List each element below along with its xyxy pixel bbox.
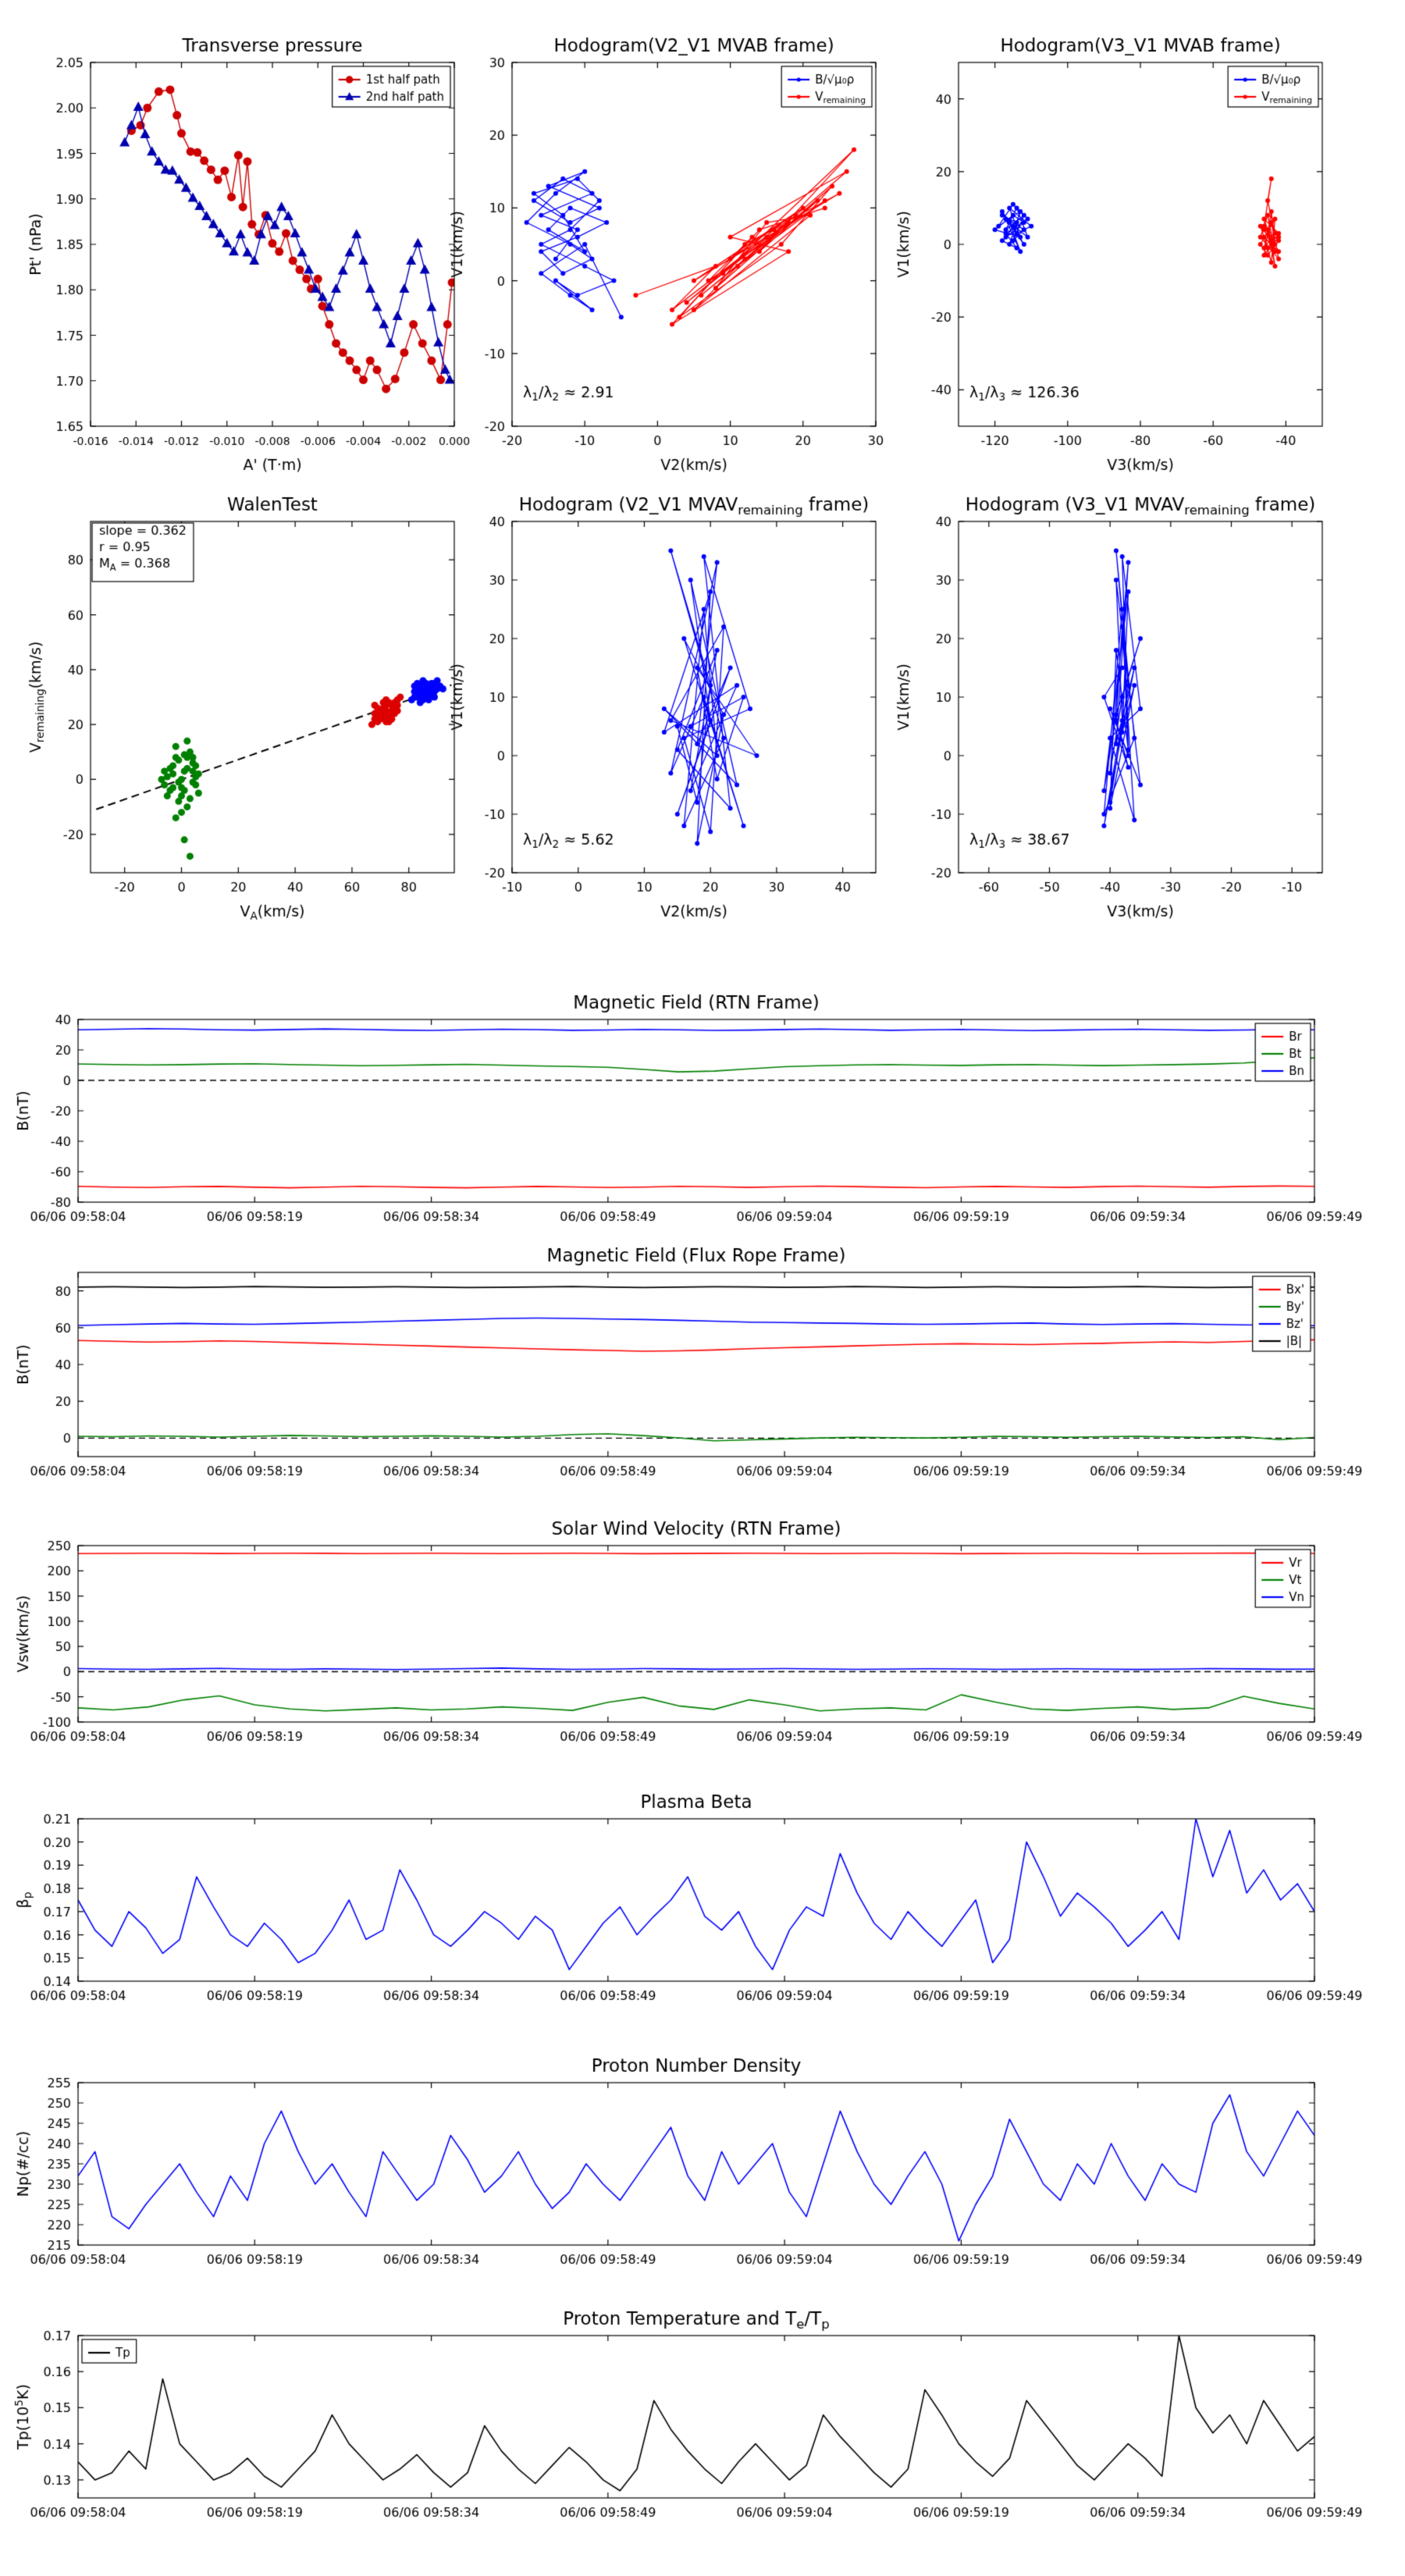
figure xyxy=(0,0,1405,2576)
figure-canvas xyxy=(0,0,1405,2576)
